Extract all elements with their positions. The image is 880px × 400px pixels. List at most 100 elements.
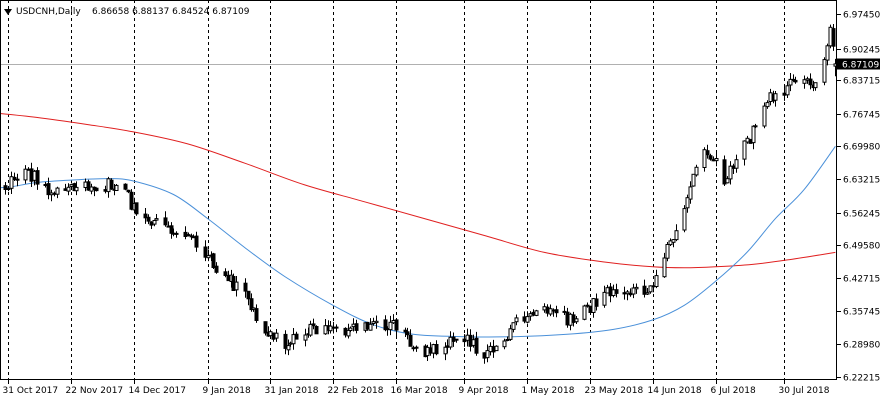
y-tick-label-1: 6.90245 [843,46,880,56]
candle-30 [109,178,114,190]
candle-body [394,319,399,331]
candle-5 [9,171,14,194]
candle-body [66,186,71,192]
candle-body [793,79,798,83]
candle-130 [508,324,513,341]
candle-39 [146,214,151,225]
candle-body [765,102,770,108]
candle-49 [186,232,191,237]
x-tick-label-5: 22 Feb 2018 [328,386,384,396]
candle-body [642,285,647,295]
candle-body [753,125,758,128]
candle-4 [6,186,11,192]
candle-168 [662,252,667,278]
candle-134 [525,311,530,324]
candle-body [12,176,17,180]
candle-172 [674,224,679,242]
x-tick-label-4: 31 Jan 2018 [265,386,319,396]
candle-6 [12,172,17,181]
ohlc-readout: 6.86658 6.88137 6.84524 6.87109 [92,7,250,17]
candle-body [35,170,40,185]
candle-body [614,289,619,294]
symbol-dropdown-icon[interactable] [4,9,12,15]
price-axis: 6.97450 6.90245 6.83715 6.76745 6.69980 6.632… [837,11,880,384]
candle-67 [254,304,259,323]
candle-105 [408,329,413,347]
candle-87 [334,324,339,333]
candle-body [714,158,719,162]
candlestick-series [3,24,838,364]
candle-74 [286,339,291,356]
candle-199 [785,81,790,98]
candle-81 [311,318,316,330]
candle-body [311,323,316,327]
candle-115 [448,331,453,350]
x-tick-label-11: 6 Jul 2018 [711,386,756,396]
candle-104 [405,327,410,340]
candle-173 [682,205,687,233]
candle-32 [114,184,119,191]
candle-body [474,337,479,354]
candle-body [308,323,313,336]
candle-64 [246,290,251,306]
candle-117 [454,338,459,343]
candle-body [408,334,413,347]
candle-body [485,350,490,359]
symbol-label: USDCNH,Daily [16,7,81,17]
y-tick-label-10: 6.28980 [843,341,880,351]
candle-body [126,189,131,193]
candle-body [648,285,653,293]
candle-body [448,336,453,348]
slow-moving-average-line [0,113,836,269]
candle-body [346,329,351,337]
candle-102 [394,318,399,337]
candle-body [688,186,693,200]
candle-body [508,328,513,340]
plot-area-border [0,0,837,380]
x-tick-label-3: 9 Jan 2018 [203,386,251,396]
candle-body [742,140,747,160]
candle-body [169,225,174,234]
candle-body [685,197,690,209]
candle-147 [574,316,579,324]
candle-129 [505,336,510,342]
candle-97 [374,315,379,329]
candle-body [494,345,499,352]
candle-54 [206,249,211,262]
candle-90 [348,326,353,333]
candle-body [123,183,128,190]
candle-body [702,149,707,168]
x-tick-label-12: 30 Jul 2018 [779,386,830,396]
candle-body [554,309,559,314]
candle-72 [274,329,279,342]
candle-131 [511,322,516,333]
candle-17 [55,186,60,199]
candle-137 [534,309,539,317]
candle-63 [243,278,248,298]
candle-body [152,220,157,225]
candle-37 [134,202,139,216]
candle-body [582,305,587,320]
candle-128 [502,338,507,350]
x-tick-label-10: 14 Jun 2018 [648,386,702,396]
candle-207 [813,82,818,91]
candle-body [134,202,139,215]
candle-body [443,346,448,355]
candle-body [46,183,51,196]
candle-33 [123,183,128,191]
candle-82 [314,325,319,335]
candle-107 [414,345,419,352]
candle-body [762,105,767,127]
candle-100 [388,315,393,336]
candle-body [374,320,379,324]
candle-body [9,176,14,189]
candle-body [773,93,778,101]
candle-body [728,165,733,180]
candle-body [434,344,439,355]
candle-body [725,178,730,184]
candle-body [813,82,818,89]
candle-body [163,217,168,226]
candle-body [751,125,756,144]
candle-194 [765,100,770,109]
